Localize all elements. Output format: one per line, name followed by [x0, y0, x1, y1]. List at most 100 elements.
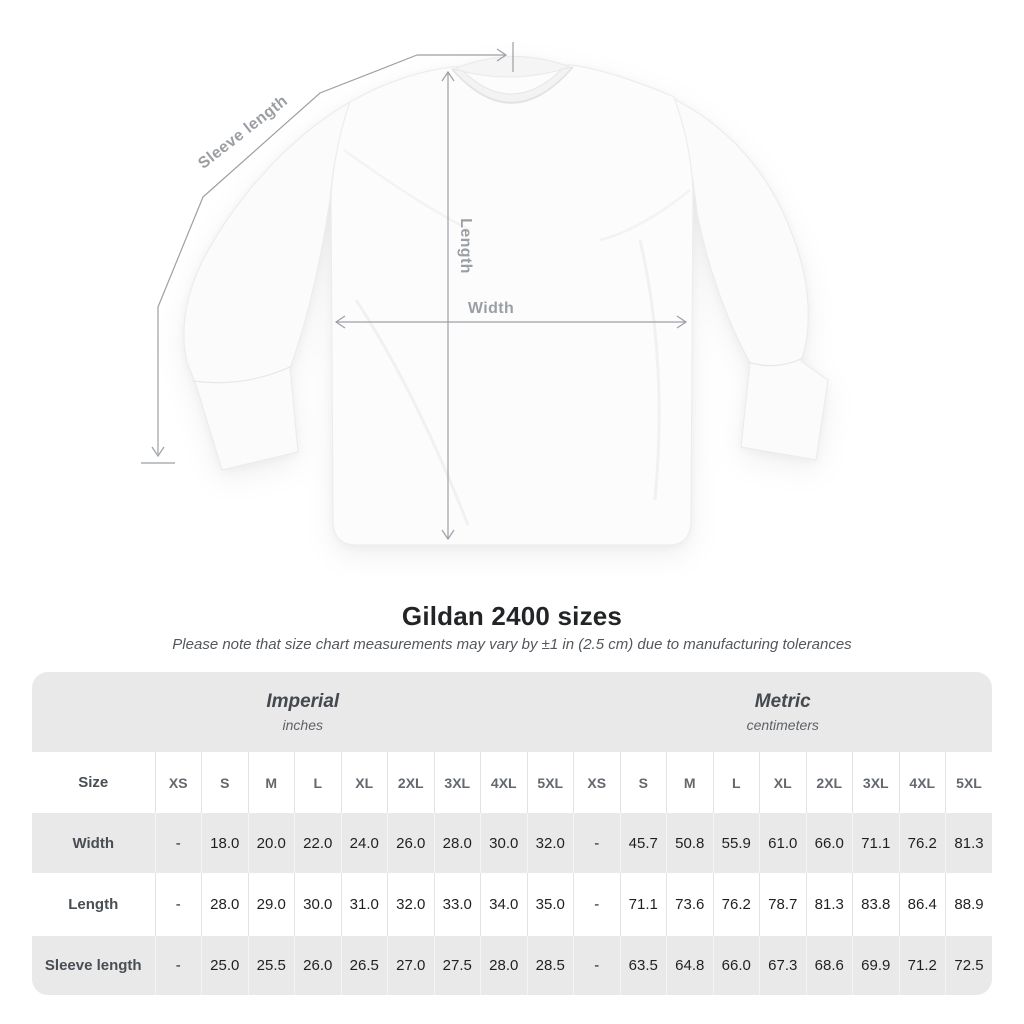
- table-cell: 66.0: [805, 813, 853, 873]
- table-cell: 71.1: [852, 813, 899, 873]
- arrow-right-icon: [676, 315, 688, 329]
- table-cell: 63.5: [619, 936, 667, 995]
- table-cell: 27.5: [433, 936, 481, 995]
- table-cell: 45.7: [619, 813, 667, 873]
- table-cell: 25.0: [201, 936, 248, 995]
- tolerance-note: Please note that size chart measurements…: [172, 636, 852, 653]
- table-cell: 28.0: [433, 813, 481, 873]
- table-cell: 78.7: [759, 873, 806, 936]
- table-cell: 73.6: [666, 873, 713, 936]
- table-cell: 61.0: [759, 813, 806, 873]
- length-label: Length: [457, 218, 474, 274]
- imperial-label: Imperial: [266, 690, 340, 712]
- size-col-imperial-3xl: 3XL: [433, 752, 481, 813]
- table-cell: 34.0: [480, 873, 527, 936]
- size-col-metric-xs: XS: [573, 752, 620, 813]
- table-cell: -: [573, 873, 620, 936]
- table-cell: 20.0: [247, 813, 295, 873]
- table-cell: 55.9: [712, 813, 760, 873]
- size-col-imperial-s: S: [201, 752, 248, 813]
- size-col-metric-l: L: [712, 752, 760, 813]
- table-cell: 32.0: [387, 873, 434, 936]
- size-col-imperial-l: L: [294, 752, 341, 813]
- size-col-imperial-5xl: 5XL: [526, 752, 574, 813]
- table-cell: 88.9: [945, 873, 992, 936]
- arrow-down-icon: [441, 529, 455, 541]
- table-cell: 86.4: [898, 873, 946, 936]
- table-cell: 27.0: [387, 936, 434, 995]
- table-cell: 32.0: [526, 813, 574, 873]
- shirt-measurement-diagram: Sleeve length Length Width: [141, 42, 829, 546]
- size-col-imperial-m: M: [247, 752, 295, 813]
- table-cell: 76.2: [898, 813, 946, 873]
- table-cell: -: [573, 936, 620, 995]
- table-cell: 50.8: [666, 813, 713, 873]
- shirt-body: [330, 64, 694, 546]
- size-col-imperial-xl: XL: [340, 752, 388, 813]
- table-cell: 26.0: [294, 936, 341, 995]
- table-row: Width -18.0 20.0 22.0 24.0 26.0 28.0 30.0 32.0-4…: [32, 813, 992, 873]
- table-cell: 28.0: [480, 936, 527, 995]
- arrow-up-icon: [441, 70, 455, 82]
- row-label: Length: [32, 873, 155, 936]
- size-header-row: Size XS S M L XL 2XL 3XL 4XL 5XL XS S M L XL 2XL 3XL 4XL…: [32, 752, 992, 813]
- table-cell: 66.0: [712, 936, 760, 995]
- size-col-imperial-xs: XS: [154, 752, 202, 813]
- size-col-imperial-4xl: 4XL: [480, 752, 527, 813]
- size-col-metric-5xl: 5XL: [945, 752, 992, 813]
- table-cell: 83.8: [852, 873, 899, 936]
- metric-group-header: Metric centimeters: [573, 672, 992, 752]
- metric-label: Metric: [754, 690, 811, 712]
- table-cell: 22.0: [294, 813, 341, 873]
- table-cell: 31.0: [340, 873, 388, 936]
- size-col-metric-2xl: 2XL: [805, 752, 853, 813]
- table-cell: 30.0: [294, 873, 341, 936]
- table-cell: 81.3: [945, 813, 992, 873]
- table-row: Sleeve length -25.0 25.5 26.0 26.5 27.0 27.5 28…: [32, 936, 992, 995]
- table-cell: -: [154, 813, 202, 873]
- size-table-body: Width -18.0 20.0 22.0 24.0 26.0 28.0 30.0 32.0-4…: [32, 813, 992, 995]
- table-cell: 71.1: [619, 873, 667, 936]
- table-cell: 71.2: [898, 936, 946, 995]
- row-label: Width: [32, 813, 155, 873]
- long-sleeve-shirt-illustration: [183, 56, 829, 546]
- table-cell: 81.3: [805, 873, 853, 936]
- table-cell: -: [573, 813, 620, 873]
- table-cell: 35.0: [526, 873, 574, 936]
- table-cell: 26.0: [387, 813, 434, 873]
- width-label: Width: [468, 300, 514, 317]
- sleeve-length-line: [157, 54, 418, 454]
- imperial-group-header: Imperial inches: [32, 672, 574, 752]
- size-chart-table: Imperial inches Metric centimeters Size …: [32, 672, 992, 995]
- table-cell: 33.0: [433, 873, 481, 936]
- table-cell: 18.0: [201, 813, 248, 873]
- table-cell: 68.6: [805, 936, 853, 995]
- size-col-imperial-2xl: 2XL: [387, 752, 434, 813]
- row-label: Sleeve length: [32, 936, 155, 995]
- arrow-left-icon: [334, 315, 346, 329]
- table-cell: 72.5: [945, 936, 992, 995]
- measurement-arrows: [141, 42, 688, 541]
- table-cell: 25.5: [247, 936, 295, 995]
- shirt-collar: [451, 56, 574, 104]
- size-col-metric-xl: XL: [759, 752, 806, 813]
- table-cell: 69.9: [852, 936, 899, 995]
- size-col-metric-m: M: [666, 752, 713, 813]
- page-title: Gildan 2400 sizes: [401, 601, 623, 631]
- table-cell: 24.0: [340, 813, 388, 873]
- shirt-right-sleeve: [667, 95, 829, 461]
- table-cell: 28.5: [526, 936, 574, 995]
- arrow-down-icon: [151, 446, 165, 458]
- table-cell: 30.0: [480, 813, 527, 873]
- table-row: Length -28.0 29.0 30.0 31.0 32.0 33.0 34.0 35.0-…: [32, 873, 992, 936]
- size-col-metric-s: S: [619, 752, 667, 813]
- table-cell: 76.2: [712, 873, 760, 936]
- size-col-metric-3xl: 3XL: [852, 752, 899, 813]
- table-cell: 28.0: [201, 873, 248, 936]
- table-cell: -: [154, 873, 202, 936]
- table-cell: -: [154, 936, 202, 995]
- units-header-row: Imperial inches Metric centimeters: [32, 672, 992, 752]
- imperial-unit-label: inches: [282, 717, 323, 734]
- size-column-header: Size: [32, 752, 155, 813]
